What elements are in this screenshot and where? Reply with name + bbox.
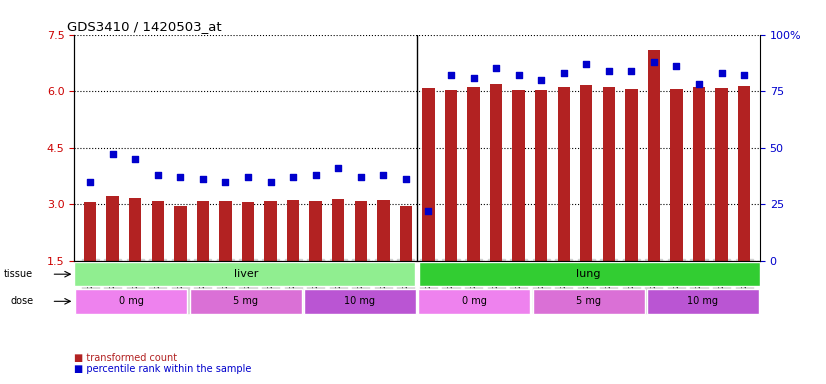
Text: lung: lung [577,269,601,279]
Text: 10 mg: 10 mg [687,296,719,306]
Point [580,61,593,67]
Bar [400,206,412,261]
Bar [174,205,187,261]
Bar [84,202,97,261]
Point [444,72,458,78]
Bar [264,201,277,261]
Point [557,70,570,76]
Bar [287,200,299,261]
Bar [219,201,231,261]
Text: liver: liver [234,269,258,279]
Point [83,179,97,185]
Bar [420,262,760,286]
Point [670,63,683,69]
Bar [533,289,644,313]
Bar [490,84,502,261]
Bar [129,198,141,261]
Bar [75,289,188,313]
Point [241,174,254,180]
Bar [603,87,615,261]
Point [354,174,368,180]
Bar [242,202,254,261]
Point [219,179,232,185]
Bar [444,90,457,261]
Bar [625,89,638,261]
Text: ■ percentile rank within the sample: ■ percentile rank within the sample [74,364,252,374]
Point [197,176,210,182]
Bar [74,262,415,286]
Bar [648,50,660,261]
Point [399,176,412,182]
Point [129,156,142,162]
Bar [377,200,390,261]
Bar [354,202,367,261]
Point [534,77,548,83]
Point [738,72,751,78]
Point [309,172,322,178]
Bar [580,84,592,261]
Bar [468,86,480,261]
Bar [738,86,750,261]
Text: dose: dose [10,296,33,306]
Text: tissue: tissue [4,269,33,279]
Bar [332,199,344,261]
Point [331,165,344,171]
Bar [190,289,301,313]
Text: 0 mg: 0 mg [462,296,487,306]
Bar [304,289,416,313]
Point [692,81,705,88]
Text: 10 mg: 10 mg [344,296,376,306]
Bar [418,289,530,313]
Point [151,172,164,178]
Point [715,70,729,76]
Bar [535,90,548,261]
Bar [310,201,322,261]
Text: 5 mg: 5 mg [576,296,601,306]
Point [173,174,187,180]
Point [422,208,435,214]
Point [624,68,638,74]
Text: 5 mg: 5 mg [233,296,259,306]
Bar [152,201,164,261]
Point [377,172,390,178]
Point [490,65,503,71]
Text: ■ transformed count: ■ transformed count [74,353,178,363]
Bar [197,202,209,261]
Bar [107,196,119,261]
Bar [512,90,525,261]
Point [264,179,278,185]
Point [602,68,615,74]
Point [106,151,119,157]
Point [467,74,480,81]
Bar [715,88,728,261]
Point [648,59,661,65]
Bar [558,86,570,261]
Text: GDS3410 / 1420503_at: GDS3410 / 1420503_at [68,20,222,33]
Text: 0 mg: 0 mg [119,296,144,306]
Point [512,72,525,78]
Bar [693,87,705,261]
Bar [670,89,682,261]
Point [287,174,300,180]
Bar [647,289,759,313]
Bar [422,88,434,261]
